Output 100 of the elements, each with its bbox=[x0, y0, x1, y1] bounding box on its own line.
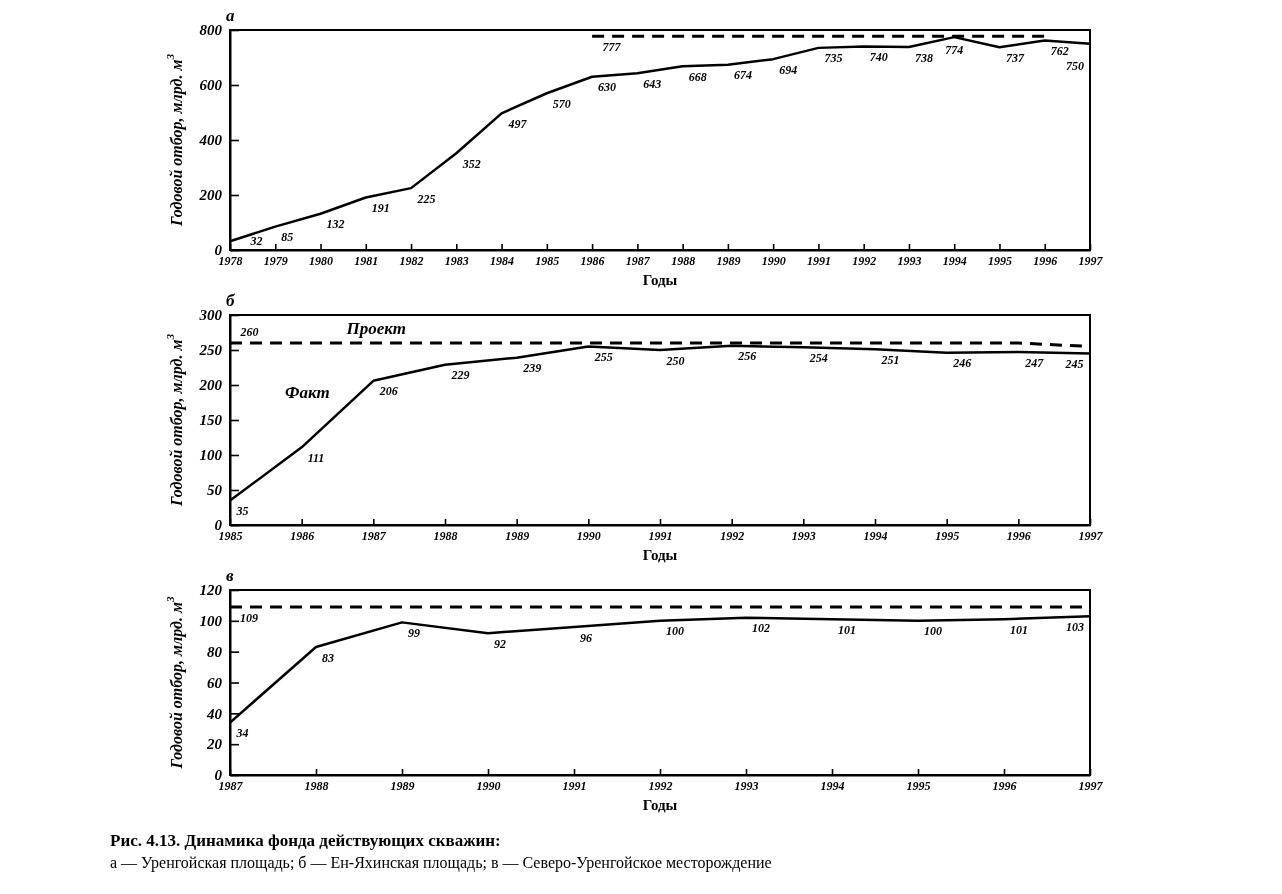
x-tick-label: 1996 bbox=[992, 778, 1017, 793]
y-tick-label: 40 bbox=[206, 705, 223, 722]
y-tick-label: 600 bbox=[199, 77, 223, 94]
x-tick-label: 1988 bbox=[433, 528, 458, 543]
data-label: 239 bbox=[522, 361, 542, 376]
data-label: 740 bbox=[869, 50, 888, 65]
x-tick-label: 1996 bbox=[1006, 528, 1031, 543]
data-label: 737 bbox=[1005, 50, 1025, 65]
y-tick-label: 200 bbox=[198, 187, 223, 204]
chart-title: б bbox=[226, 291, 236, 310]
x-tick-label: 1983 bbox=[444, 253, 469, 268]
y-tick-label: 120 bbox=[199, 582, 223, 599]
y-tick-label: 60 bbox=[207, 674, 223, 691]
data-label: 643 bbox=[643, 76, 662, 91]
x-axis-title: Годы bbox=[642, 547, 678, 563]
x-tick-label: 1989 bbox=[505, 528, 530, 543]
x-tick-label: 1988 bbox=[304, 778, 329, 793]
x-tick-label: 1986 bbox=[290, 528, 315, 543]
x-axis-title: Годы bbox=[642, 797, 678, 813]
x-tick-label: 1981 bbox=[354, 253, 379, 268]
x-tick-label: 1990 bbox=[576, 528, 601, 543]
data-label: 250 bbox=[665, 353, 685, 368]
x-tick-label: 1980 bbox=[309, 253, 334, 268]
data-label: 630 bbox=[598, 80, 617, 95]
data-label: 99 bbox=[408, 625, 420, 640]
x-tick-label: 1987 bbox=[625, 253, 651, 268]
data-label: 109 bbox=[240, 610, 258, 625]
x-tick-label: 1985 bbox=[535, 253, 560, 268]
data-label: 762 bbox=[1050, 44, 1069, 59]
series-label: Проект bbox=[345, 318, 406, 338]
x-tick-label: 1993 bbox=[734, 778, 759, 793]
data-label: 191 bbox=[371, 201, 390, 216]
x-tick-label: 1991 bbox=[562, 778, 587, 793]
data-label: 774 bbox=[945, 42, 964, 57]
x-tick-label: 1991 bbox=[806, 253, 831, 268]
x-tick-label: 1997 bbox=[1078, 253, 1104, 268]
y-tick-label: 300 bbox=[198, 307, 223, 324]
y-tick-label: 100 bbox=[199, 447, 223, 464]
y-tick-label: 80 bbox=[207, 643, 223, 660]
x-tick-label: 1995 bbox=[906, 778, 931, 793]
data-label: 92 bbox=[494, 636, 506, 651]
data-label: 206 bbox=[378, 384, 398, 399]
x-tick-label: 1993 bbox=[791, 528, 816, 543]
y-tick-label: 400 bbox=[198, 132, 223, 149]
x-tick-label: 1993 bbox=[897, 253, 922, 268]
data-label: 96 bbox=[580, 630, 592, 645]
series-label: Факт bbox=[285, 382, 330, 402]
data-label: 132 bbox=[326, 217, 345, 232]
x-tick-label: 1990 bbox=[761, 253, 786, 268]
data-label: 251 bbox=[880, 352, 900, 367]
x-tick-label: 1997 bbox=[1078, 778, 1104, 793]
data-label: 101 bbox=[838, 622, 856, 637]
y-tick-label: 20 bbox=[206, 736, 223, 753]
data-label: 694 bbox=[779, 62, 798, 77]
y-tick-label: 800 bbox=[199, 22, 223, 39]
data-label: 85 bbox=[281, 230, 294, 245]
chart-title: а bbox=[226, 6, 235, 25]
x-tick-label: 1984 bbox=[490, 253, 515, 268]
x-tick-label: 1995 bbox=[987, 253, 1012, 268]
y-tick-label: 50 bbox=[207, 482, 223, 499]
data-label: 247 bbox=[1024, 355, 1045, 370]
data-label: 256 bbox=[737, 349, 757, 364]
data-label: 103 bbox=[1066, 619, 1084, 634]
x-tick-label: 1997 bbox=[1078, 528, 1104, 543]
y-tick-label: 250 bbox=[198, 342, 223, 359]
data-label: 254 bbox=[808, 350, 828, 365]
x-tick-label: 1991 bbox=[648, 528, 673, 543]
data-label: 111 bbox=[307, 450, 325, 465]
x-tick-label: 1990 bbox=[476, 778, 501, 793]
data-label: 83 bbox=[322, 650, 334, 665]
data-label: 100 bbox=[666, 624, 684, 639]
x-tick-label: 1989 bbox=[716, 253, 741, 268]
data-label: 100 bbox=[924, 624, 942, 639]
data-label: 225 bbox=[416, 191, 436, 206]
data-label: 34 bbox=[235, 726, 249, 741]
x-tick-label: 1992 bbox=[648, 778, 673, 793]
text: а — Уренгойская площадь; б — Ен-Яхинская площадь; в — Северо-Уренгойское месторождение bbox=[110, 854, 772, 872]
data-label: 229 bbox=[450, 368, 470, 383]
y-tick-label: 200 bbox=[198, 377, 223, 394]
data-label: 738 bbox=[914, 50, 933, 65]
data-label: 668 bbox=[688, 69, 707, 84]
data-label: 497 bbox=[507, 116, 528, 131]
x-tick-label: 1994 bbox=[820, 778, 845, 793]
x-tick-label: 1994 bbox=[863, 528, 888, 543]
data-label: 570 bbox=[552, 96, 571, 111]
data-label: 101 bbox=[1010, 622, 1028, 637]
x-tick-label: 1987 bbox=[361, 528, 387, 543]
x-tick-label: 1989 bbox=[390, 778, 415, 793]
text: Рис. 4.13. Динамика фонда действующих скважин: bbox=[110, 831, 501, 850]
x-tick-label: 1994 bbox=[942, 253, 967, 268]
y-tick-label: 150 bbox=[199, 412, 223, 429]
x-tick-label: 1982 bbox=[399, 253, 424, 268]
data-label: 246 bbox=[952, 356, 972, 371]
x-tick-label: 1986 bbox=[580, 253, 605, 268]
data-label: 102 bbox=[752, 621, 770, 636]
data-label: 245 bbox=[1064, 357, 1084, 372]
x-tick-label: 1992 bbox=[852, 253, 877, 268]
x-tick-label: 1992 bbox=[720, 528, 745, 543]
x-tick-label: 1995 bbox=[935, 528, 960, 543]
x-tick-label: 1988 bbox=[671, 253, 696, 268]
